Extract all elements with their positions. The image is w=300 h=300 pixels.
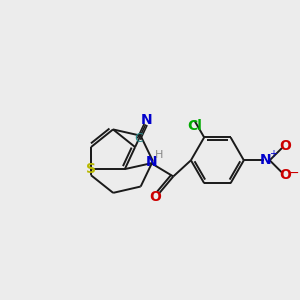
Text: O: O [150,190,162,204]
Text: +: + [269,149,277,159]
Text: Cl: Cl [187,119,202,133]
Text: H: H [155,150,164,160]
Text: −: − [289,167,299,180]
Text: N: N [141,113,152,127]
Text: O: O [279,168,291,182]
Text: C: C [134,132,142,145]
Text: O: O [279,139,291,153]
Text: N: N [146,155,157,169]
Text: N: N [260,153,272,167]
Text: S: S [86,162,96,176]
